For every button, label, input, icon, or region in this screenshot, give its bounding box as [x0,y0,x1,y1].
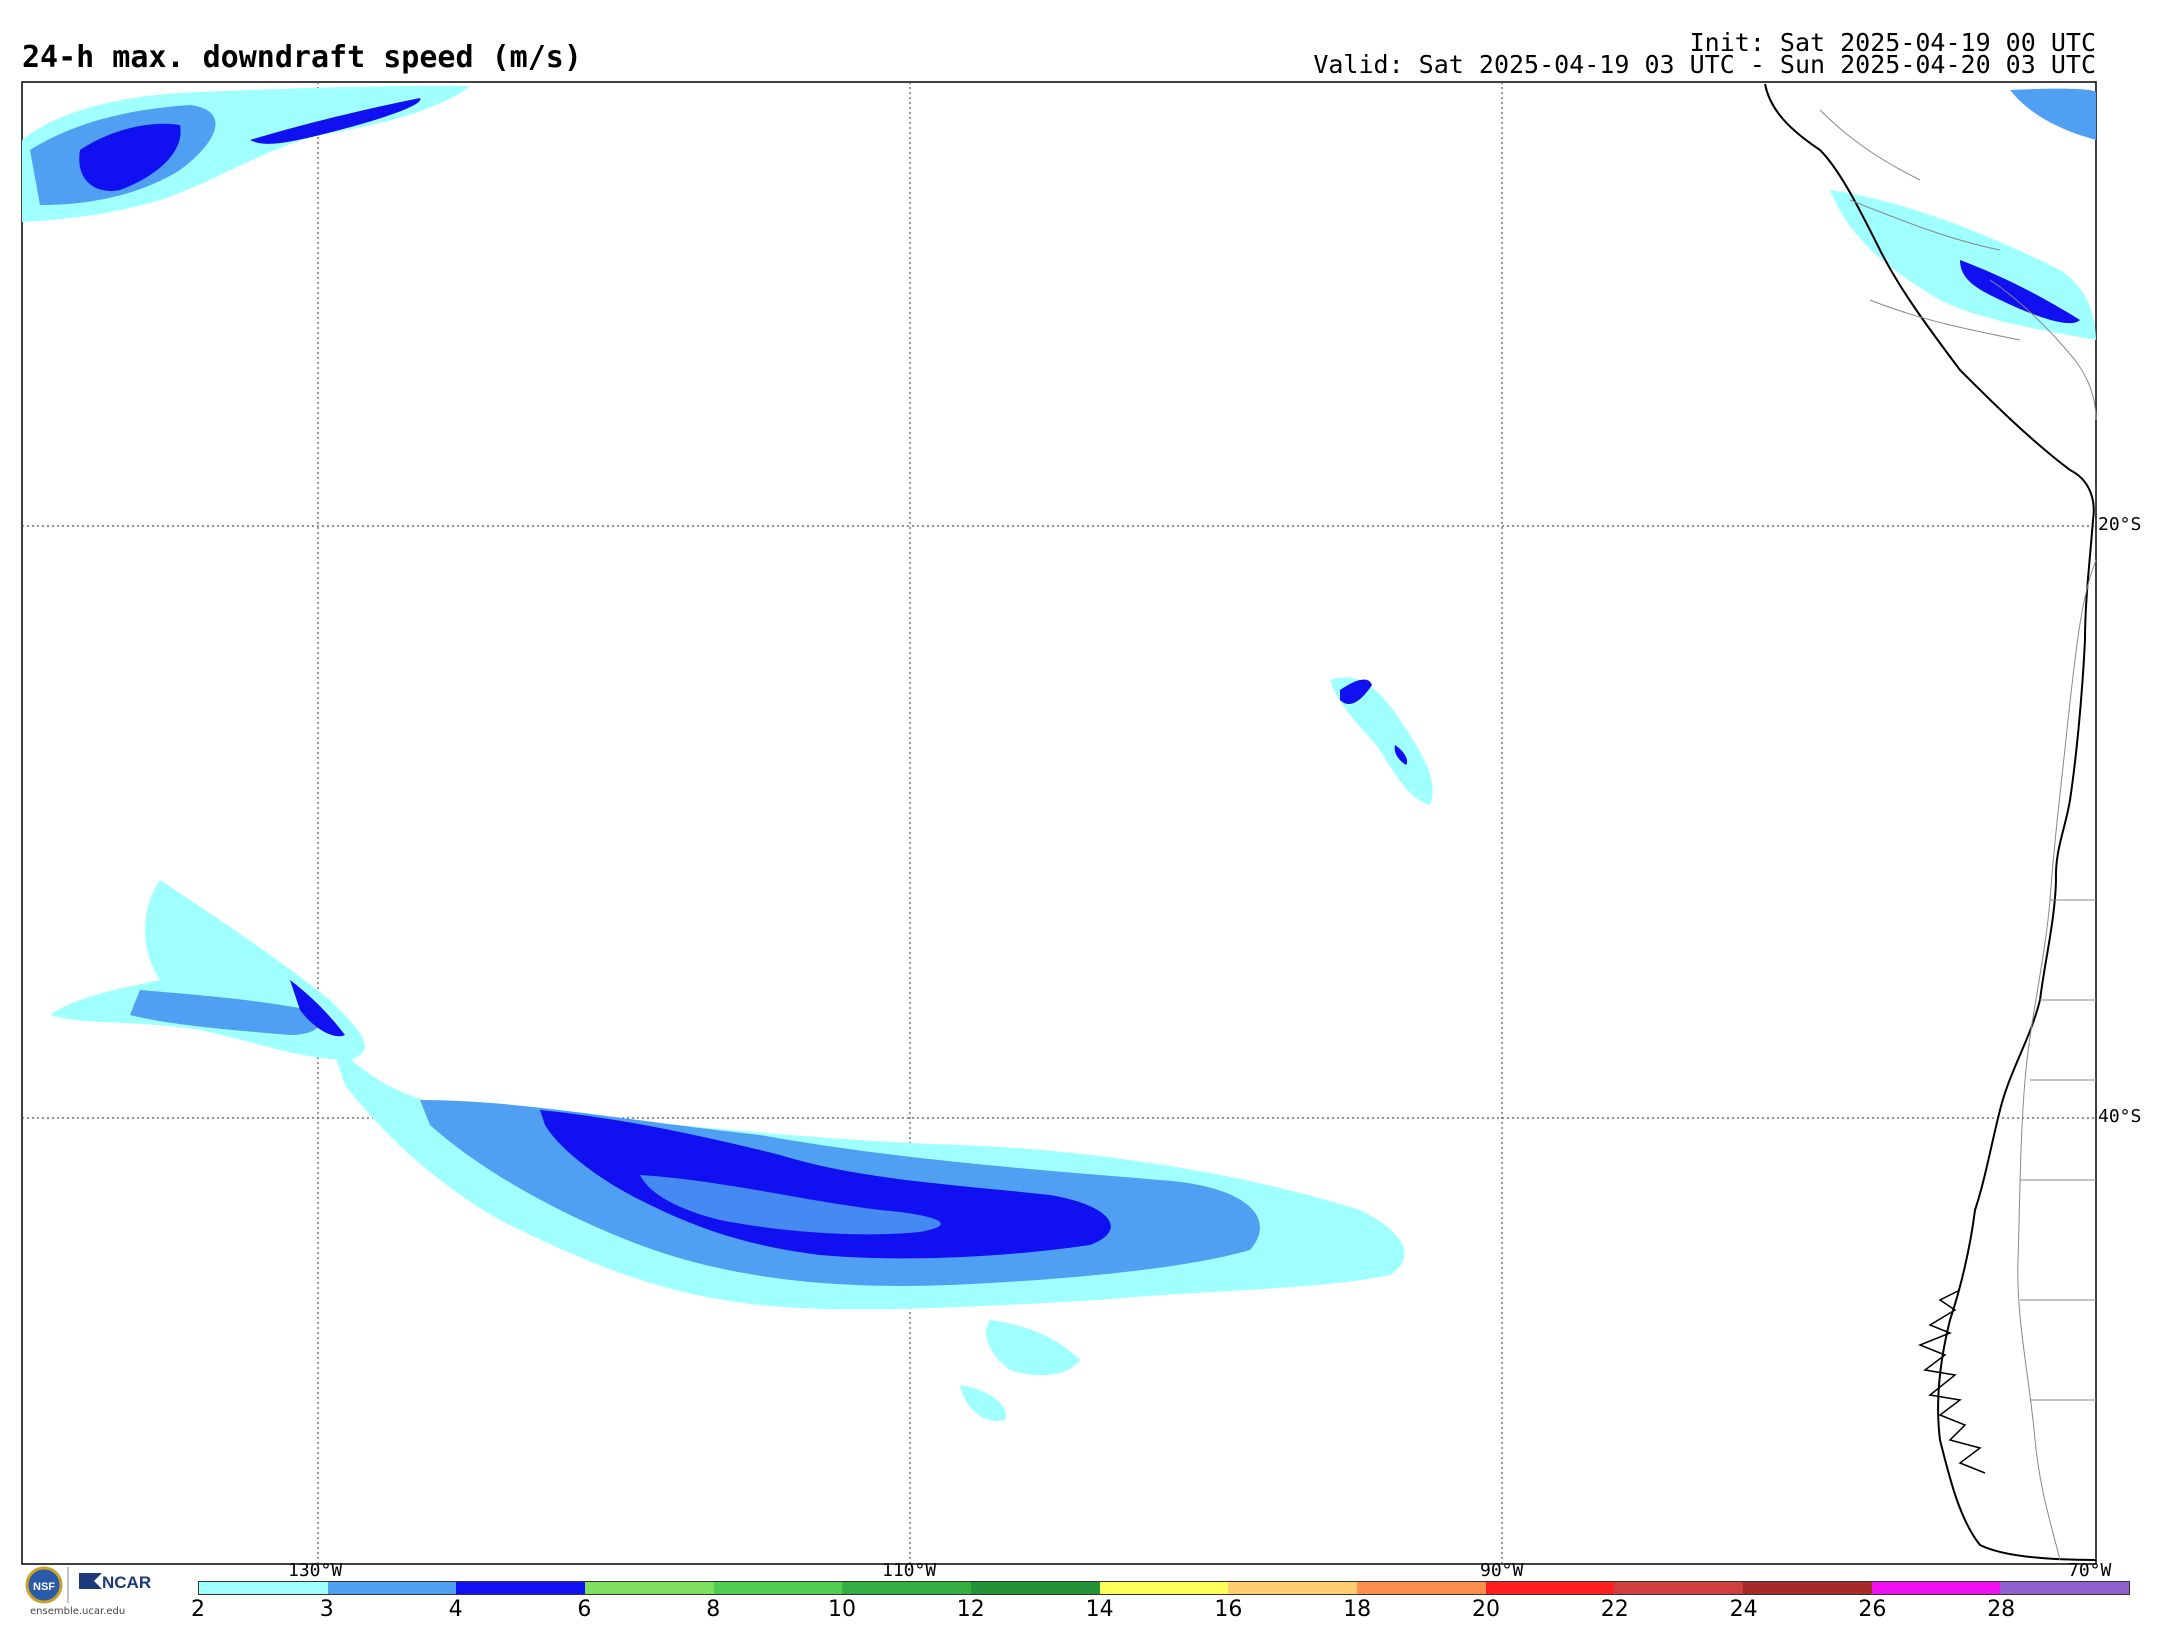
border-bolivia [1989,279,2097,421]
nw-cluster-level-4 [290,980,345,1037]
colorbar-segment [327,1582,457,1594]
tl-cluster-level-4 [79,123,181,191]
lon-label-130w: 130°W [288,1560,343,1581]
nw-cluster-level-3 [130,990,321,1035]
ne-land-level-4 [1960,260,2080,324]
colorbar-segment [1357,1582,1486,1594]
colorbar-segment [713,1582,843,1594]
colorbar [198,1581,2130,1595]
init-time: Init: Sat 2025-04-19 00 UTC [1689,28,2096,57]
ncar-logo-text: NCAR [102,1573,152,1592]
colorbar-segment [971,1582,1100,1594]
coastline [1764,83,2097,1561]
colorbar-segment [842,1582,972,1594]
tl-cluster-streak [250,98,421,144]
lon-label-110w: 110°W [882,1560,937,1581]
inland-boundaries [1819,109,2096,1401]
downdraft-field [22,85,2096,1421]
country-borders [1819,109,2097,1561]
colorbar-tick-label: 12 [956,1597,985,1622]
mid-cluster-level-4b [1394,745,1408,765]
map-frame [21,81,2097,1565]
valid-time: Valid: Sat 2025-04-19 03 UTC - Sun 2025-… [1313,50,2096,79]
tail-level-2 [986,1320,1080,1376]
colorbar-segment [2000,1582,2130,1594]
colorbar-segment [1228,1582,1358,1594]
band-inner-level-3 [640,1175,941,1235]
lon-label-70w: 70°W [2068,1560,2112,1581]
band-level-4 [540,1110,1111,1259]
colorbar-tick-label: 22 [1600,1597,1629,1622]
colorbar-segment [1871,1582,2001,1594]
nsf-globe-icon [25,1566,63,1604]
colorbar-segment [199,1582,328,1594]
colorbar-tick-label: 3 [319,1597,334,1622]
colorbar-segment [1485,1582,1615,1594]
colorbar-tick-label: 28 [1987,1597,2016,1622]
colorbar-tick-label: 26 [1858,1597,1887,1622]
nsf-ncar-logo: NSF [25,1566,102,1604]
colorbar-segment [585,1582,714,1594]
coast-peru-chile [1764,83,2097,1561]
colorbar-tick-label: 20 [1472,1597,1500,1622]
ncar-flag-icon [79,1573,102,1589]
site-url: ensemble.ucar.edu [30,1606,126,1617]
colorbar-tick-label: 4 [448,1597,463,1622]
colorbar-tick-label: 8 [706,1597,721,1622]
lat-label-40s: 40°S [2098,1106,2142,1127]
colorbar-tick-label: 10 [828,1597,856,1622]
colorbar-segment [1743,1582,1872,1594]
colorbar-tick-label: 16 [1214,1597,1243,1622]
colorbar-segment [456,1582,586,1594]
lat-label-20s: 20°S [2098,514,2142,535]
map-title: 24-h max. downdraft speed (m/s) [22,40,582,75]
lon-label-90w: 90°W [1480,1560,1524,1581]
colorbar-segment [1614,1582,1744,1594]
colorbar-segment [1099,1582,1229,1594]
colorbar-tick-label: 24 [1729,1597,1758,1622]
mid-cluster-level-4 [1340,679,1372,705]
graticule [22,82,2096,1564]
colorbar-tick-label: 14 [1085,1597,1114,1622]
colorbar-tick-label: 2 [191,1597,205,1622]
ne-corner-level-3 [2010,88,2096,140]
colorbar-tick-label: 6 [577,1597,592,1622]
nsf-logo-text: NSF [33,1581,55,1593]
border-chile-argentina [2017,559,2097,1561]
colorbar-tick-label: 18 [1343,1597,1372,1622]
mid-cluster-level-2 [1330,677,1433,805]
coast-fjords [1917,1289,1986,1474]
tail-level-2b [960,1385,1006,1421]
